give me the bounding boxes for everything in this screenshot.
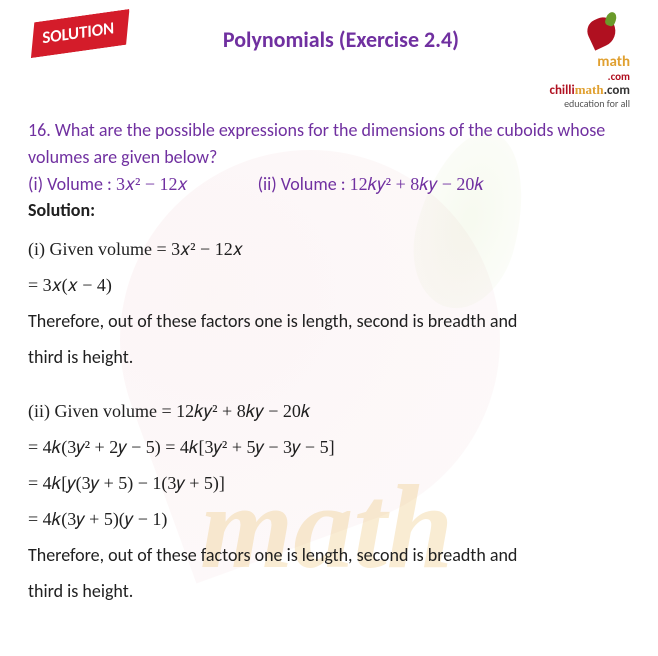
sol-ii-line5: Therefore, out of these factors one is l… (28, 537, 630, 573)
brand-site-chilli: chilli (550, 83, 575, 98)
part-i: (i) Volume : 3𝑥² − 12𝑥 (28, 173, 188, 195)
sol-ii-line3: = 4𝑘[𝑦(3𝑦 + 5) − 1(3𝑦 + 5)] (28, 465, 630, 501)
sol-ii-line1: (ii) Given volume = 12𝑘𝑦² + 8𝑘𝑦 − 20𝑘 (28, 393, 630, 429)
brand-math-line: math (550, 54, 631, 71)
question-body: What are the possible expressions for th… (28, 119, 605, 168)
solution-badge: SOLUTION (26, 9, 134, 58)
part-i-expr: 3𝑥² − 12𝑥 (116, 174, 188, 194)
sol-i-line3: Therefore, out of these factors one is l… (28, 303, 630, 339)
header-row: SOLUTION Polynomials (Exercise 2.4) math… (28, 12, 630, 109)
question-number: 16. (28, 119, 51, 141)
question-subparts: (i) Volume : 3𝑥² − 12𝑥 (ii) Volume : 12𝑘… (28, 173, 630, 195)
brand-logo-icon (578, 12, 630, 54)
sol-i-line1: (i) Given volume = 3𝑥² − 12𝑥 (28, 231, 630, 267)
sol-i-line4: third is height. (28, 339, 630, 375)
brand-site: chillimath.com (550, 83, 631, 98)
part-ii-expr: 12𝑘𝑦² + 8𝑘𝑦 − 20𝑘 (350, 174, 484, 194)
brand-site-math: math (575, 82, 604, 97)
brand-com-text: .com (608, 70, 630, 83)
brand-math-text: math (597, 53, 630, 71)
sol-ii-line6: third is height. (28, 573, 630, 609)
sol-ii-line4: = 4𝑘(3𝑦 + 5)(𝑦 − 1) (28, 501, 630, 537)
question-text: 16. What are the possible expressions fo… (28, 117, 630, 171)
solution-label: Solution: (28, 199, 630, 221)
sol-ii-line2: = 4𝑘(3𝑦² + 2𝑦 − 5) = 4𝑘[3𝑦² + 5𝑦 − 3𝑦 − … (28, 429, 630, 465)
part-ii: (ii) Volume : 12𝑘𝑦² + 8𝑘𝑦 − 20𝑘 (258, 173, 484, 195)
brand-block: math .com chillimath.com education for a… (550, 12, 631, 109)
page-content: SOLUTION Polynomials (Exercise 2.4) math… (0, 0, 658, 621)
brand-tagline: education for all (550, 98, 631, 109)
page-title: Polynomials (Exercise 2.4) (132, 26, 549, 53)
brand-site-com: .com (604, 83, 630, 98)
part-i-label: (i) Volume : (28, 173, 112, 195)
part-ii-label: (ii) Volume : (258, 173, 346, 195)
spacer (28, 375, 630, 393)
sol-i-line2: = 3𝑥(𝑥 − 4) (28, 267, 630, 303)
